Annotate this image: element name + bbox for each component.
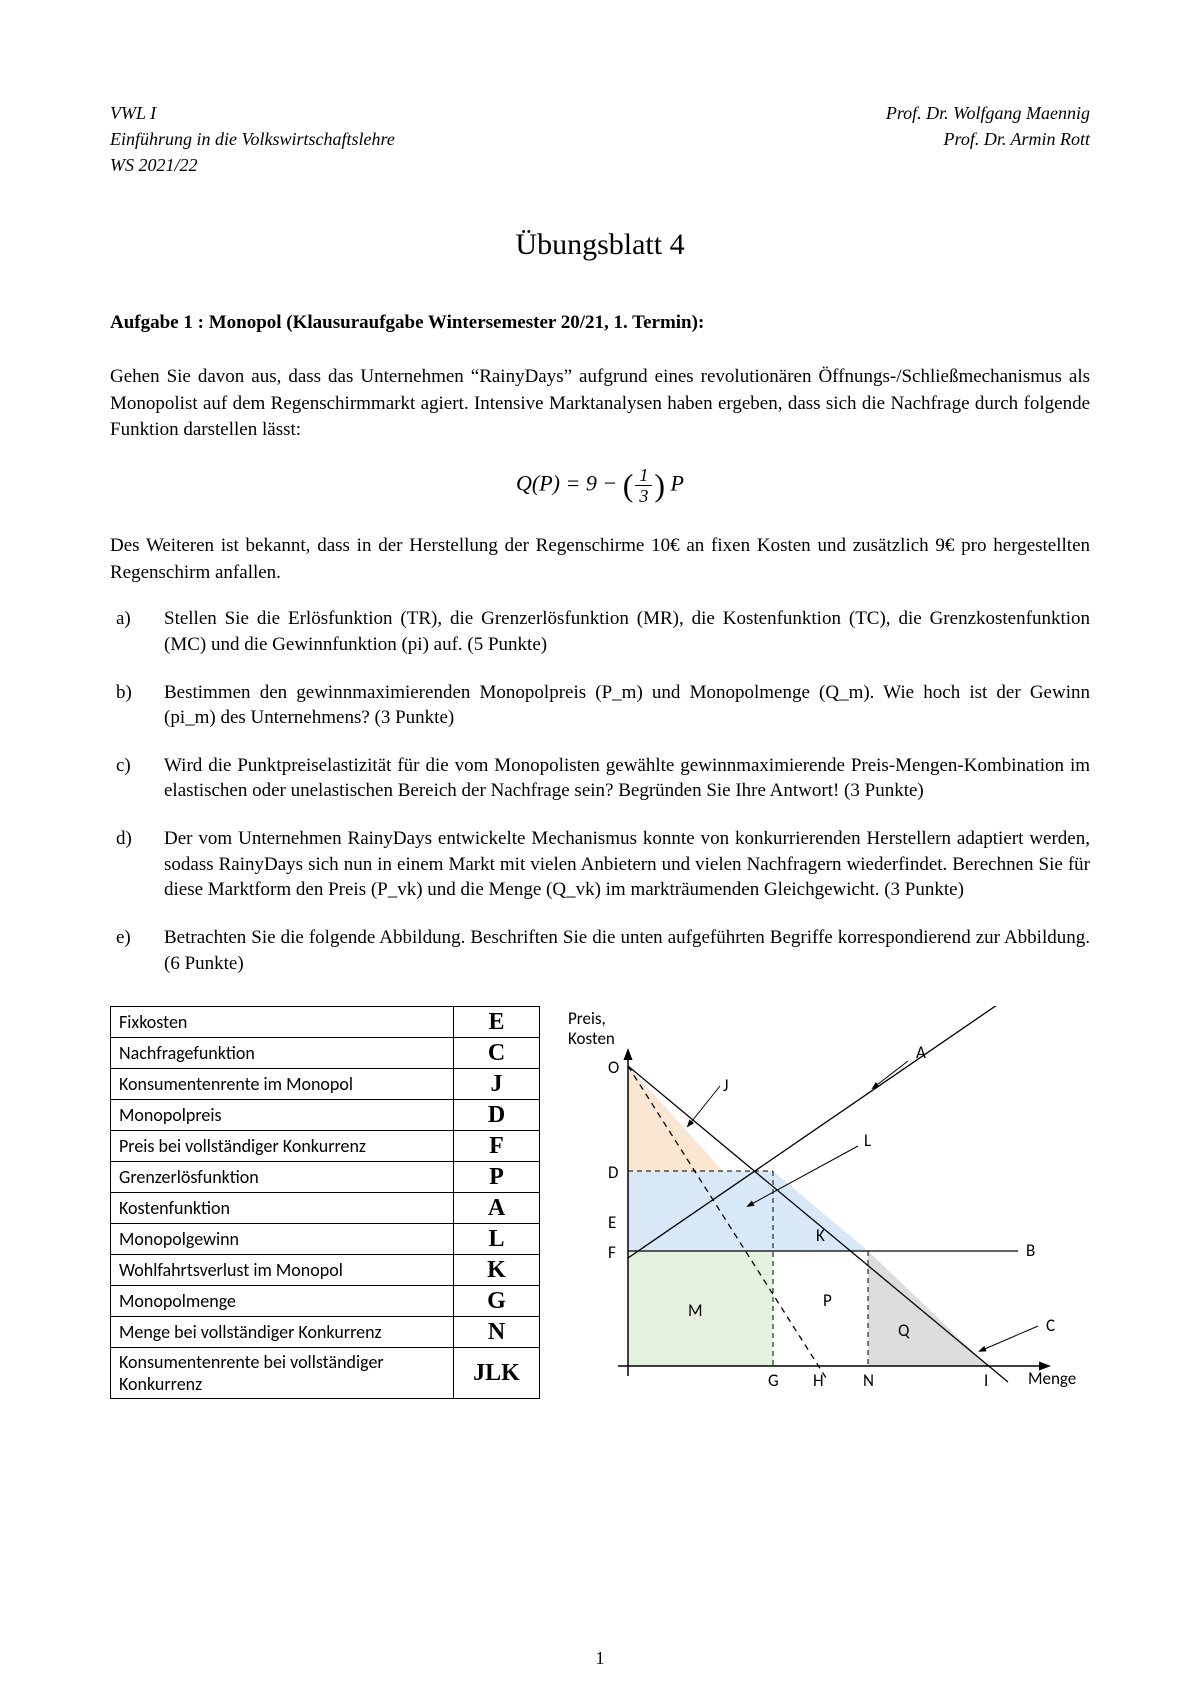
table-row: GrenzerlösfunktionP	[111, 1162, 540, 1193]
semester: WS 2021/22	[110, 152, 395, 178]
table-row: NachfragefunktionC	[111, 1038, 540, 1069]
answer-cell: JLK	[454, 1348, 540, 1399]
term-cell: Konsumentenrente bei vollständiger Konku…	[111, 1348, 454, 1399]
y-axis-label-1: Preis,	[568, 1008, 606, 1029]
leader-A	[873, 1061, 908, 1088]
label-B: B	[1026, 1240, 1035, 1261]
cost-paragraph: Des Weiteren ist bekannt, dass in der He…	[110, 533, 1090, 586]
formula-lhs: Q(P)	[516, 471, 560, 496]
term-cell: Monopolgewinn	[111, 1224, 454, 1255]
region-J	[628, 1066, 723, 1171]
answer-cell: G	[454, 1286, 540, 1317]
leader-J	[688, 1086, 720, 1126]
prof-2: Prof. Dr. Armin Rott	[886, 126, 1090, 152]
region-Q2	[868, 1251, 988, 1366]
table-row: Menge bei vollständiger KonkurrenzN	[111, 1317, 540, 1348]
course-title: Einführung in die Volkswirtschaftslehre	[110, 126, 395, 152]
task-e: Betrachten Sie die folgende Abbildung. B…	[156, 925, 1090, 976]
prof-1: Prof. Dr. Wolfgang Maennig	[886, 100, 1090, 126]
task-d: Der vom Unternehmen RainyDays entwickelt…	[156, 826, 1090, 903]
table-row: Preis bei vollständiger KonkurrenzF	[111, 1131, 540, 1162]
answer-cell: L	[454, 1224, 540, 1255]
table-row: KostenfunktionA	[111, 1193, 540, 1224]
formula-rhs: P	[665, 471, 684, 496]
page-title: Übungsblatt 4	[110, 228, 1090, 262]
answer-cell: A	[454, 1193, 540, 1224]
header-left: VWL I Einführung in die Volkswirtschafts…	[110, 100, 395, 178]
header-right: Prof. Dr. Wolfgang Maennig Prof. Dr. Arm…	[886, 100, 1090, 178]
term-cell: Wohlfahrtsverlust im Monopol	[111, 1255, 454, 1286]
formula-num: 1	[635, 466, 652, 486]
label-N: N	[863, 1370, 874, 1391]
task-c: Wird die Punktpreiselastizität für die v…	[156, 753, 1090, 804]
bottom-row: FixkostenE NachfragefunktionC Konsumente…	[110, 1006, 1090, 1406]
terms-table: FixkostenE NachfragefunktionC Konsumente…	[110, 1006, 540, 1399]
course-code: VWL I	[110, 100, 395, 126]
answer-cell: P	[454, 1162, 540, 1193]
label-Q-text: Q	[898, 1320, 910, 1341]
term-cell: Fixkosten	[111, 1007, 454, 1038]
task-list: Stellen Sie die Erlösfunktion (TR), die …	[110, 606, 1090, 976]
label-M-text: M	[688, 1300, 703, 1321]
x-axis-label: Menge	[1028, 1368, 1076, 1389]
intro-paragraph: Gehen Sie davon aus, dass das Unternehme…	[110, 364, 1090, 444]
label-A: A	[916, 1042, 926, 1063]
label-C: C	[1046, 1315, 1055, 1336]
task-a: Stellen Sie die Erlösfunktion (TR), die …	[156, 606, 1090, 657]
table-row: Wohlfahrtsverlust im MonopolK	[111, 1255, 540, 1286]
task-heading: Aufgabe 1 : Monopol (Klausuraufgabe Wint…	[110, 312, 1090, 334]
table-row: Konsumentenrente im MonopolJ	[111, 1069, 540, 1100]
answer-cell: C	[454, 1038, 540, 1069]
answer-cell: F	[454, 1131, 540, 1162]
formula-den: 3	[635, 486, 652, 505]
table-row: MonopolpreisD	[111, 1100, 540, 1131]
document-header: VWL I Einführung in die Volkswirtschafts…	[110, 100, 1090, 178]
formula-eq: = 9 −	[560, 471, 623, 496]
term-cell: Monopolpreis	[111, 1100, 454, 1131]
label-K-text: K	[816, 1225, 825, 1246]
answer-cell: E	[454, 1007, 540, 1038]
answer-cell: K	[454, 1255, 540, 1286]
table-row: MonopolmengeG	[111, 1286, 540, 1317]
label-D: D	[608, 1162, 618, 1183]
label-L-text: L	[864, 1130, 871, 1151]
page-number: 1	[0, 1648, 1200, 1669]
label-J-text: J	[723, 1075, 728, 1096]
answer-cell: D	[454, 1100, 540, 1131]
term-cell: Grenzerlösfunktion	[111, 1162, 454, 1193]
answer-cell: N	[454, 1317, 540, 1348]
label-I: I	[984, 1370, 988, 1391]
term-cell: Preis bei vollständiger Konkurrenz	[111, 1131, 454, 1162]
label-O: O	[608, 1057, 619, 1078]
term-cell: Kostenfunktion	[111, 1193, 454, 1224]
leader-C	[980, 1326, 1038, 1351]
term-cell: Konsumentenrente im Monopol	[111, 1069, 454, 1100]
page: VWL I Einführung in die Volkswirtschafts…	[0, 0, 1200, 1697]
label-P-text: P	[823, 1290, 832, 1311]
term-cell: Nachfragefunktion	[111, 1038, 454, 1069]
term-cell: Menge bei vollständiger Konkurrenz	[111, 1317, 454, 1348]
task-b: Bestimmen den gewinnmaximierenden Monopo…	[156, 680, 1090, 731]
monopoly-chart: Preis, Kosten	[568, 1006, 1088, 1406]
table-row: MonopolgewinnL	[111, 1224, 540, 1255]
label-G: G	[768, 1370, 779, 1391]
region-EF	[628, 1221, 773, 1251]
label-H: H	[813, 1370, 824, 1391]
label-E: E	[608, 1212, 616, 1233]
table-row: Konsumentenrente bei vollständiger Konku…	[111, 1348, 540, 1399]
table-row: FixkostenE	[111, 1007, 540, 1038]
demand-formula: Q(P) = 9 − (13) P	[110, 466, 1090, 505]
y-axis-label-2: Kosten	[568, 1028, 615, 1049]
label-F: F	[608, 1242, 616, 1263]
term-cell: Monopolmenge	[111, 1286, 454, 1317]
answer-cell: J	[454, 1069, 540, 1100]
